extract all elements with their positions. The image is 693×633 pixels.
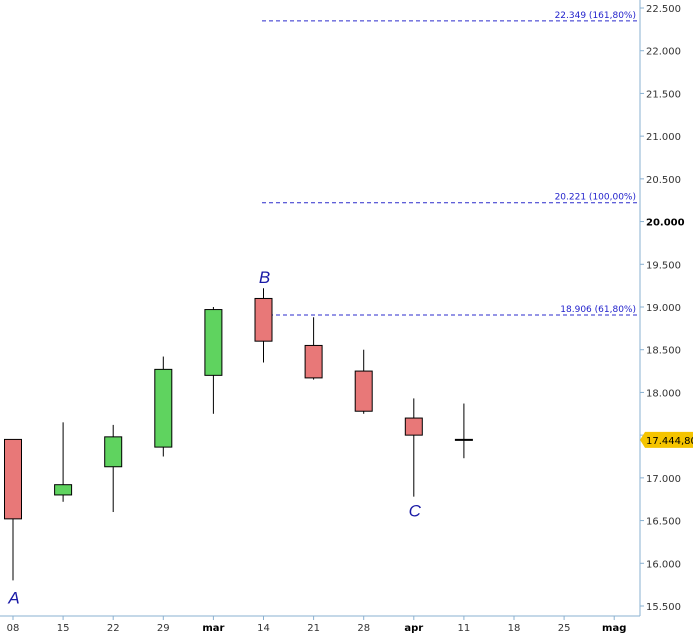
candle <box>404 398 423 497</box>
y-tick-label: 19.000 <box>646 303 681 314</box>
last-price-label: 17.444,80 <box>646 436 693 447</box>
x-tick-label: apr <box>404 623 423 633</box>
y-axis: 15.50016.00016.50017.00017.50018.00018.5… <box>640 4 685 613</box>
wave-label: C <box>409 501 422 520</box>
x-tick-label: 18 <box>508 623 521 633</box>
wave-label: B <box>259 268 270 287</box>
x-tick-label: 08 <box>7 623 20 633</box>
y-tick-label: 18.000 <box>646 388 681 399</box>
fib-level-label: 22.349 (161,80%) <box>555 11 636 21</box>
candle-body <box>254 297 273 342</box>
x-tick-label: 14 <box>257 623 270 633</box>
candle <box>304 317 323 380</box>
candle <box>4 438 22 581</box>
candle-body <box>54 484 73 496</box>
candle <box>354 349 373 414</box>
candle-body <box>304 344 323 379</box>
wave-label: A <box>7 588 19 607</box>
candle-body <box>104 436 123 468</box>
x-tick-label: 29 <box>157 623 170 633</box>
x-tick-label: 25 <box>558 623 571 633</box>
x-axis: 08 15 22 29 mar 14 21 28 apr 11 18 25 mag <box>7 616 626 633</box>
x-tick-label: 21 <box>307 623 320 633</box>
wave-labels: A B C <box>7 268 421 607</box>
candle <box>154 356 173 457</box>
candle <box>54 422 73 502</box>
candle-body <box>204 309 223 376</box>
last-price-tag: 17.444,80 <box>640 431 693 448</box>
fib-level-label: 18.906 (61,80%) <box>560 305 636 315</box>
y-tick-label: 19.500 <box>646 260 681 271</box>
candle-body <box>404 417 423 436</box>
y-tick-label: 21.000 <box>646 132 681 143</box>
candle <box>204 307 223 414</box>
x-tick-label: mag <box>602 623 626 633</box>
x-tick-label: 11 <box>458 623 471 633</box>
candle-body <box>4 438 22 520</box>
y-tick-label: 20.500 <box>646 175 681 186</box>
candle <box>254 288 273 363</box>
x-tick-label: 28 <box>357 623 370 633</box>
y-tick-label: 20.000 <box>646 218 685 229</box>
y-tick-label: 17.000 <box>646 474 681 485</box>
last-price-tag-bg <box>640 431 693 448</box>
fibonacci-levels: 22.349 (161,80%) 20.221 (100,00%) 18.906 (… <box>262 11 638 316</box>
y-tick-label: 22.500 <box>646 4 681 15</box>
y-tick-label: 22.000 <box>646 47 681 58</box>
candle <box>454 403 473 459</box>
candles <box>4 288 473 581</box>
y-tick-label: 21.500 <box>646 89 681 100</box>
candle <box>104 424 123 513</box>
x-tick-label: 22 <box>107 623 120 633</box>
x-tick-label: mar <box>202 623 224 633</box>
y-tick-label: 18.500 <box>646 346 681 357</box>
x-tick-label: 15 <box>57 623 70 633</box>
y-tick-label: 16.000 <box>646 559 681 570</box>
fib-level-label: 20.221 (100,00%) <box>555 193 636 203</box>
candle-body <box>354 370 373 412</box>
y-tick-label: 16.500 <box>646 517 681 528</box>
candle-body <box>154 368 173 448</box>
y-tick-label: 15.500 <box>646 602 681 613</box>
